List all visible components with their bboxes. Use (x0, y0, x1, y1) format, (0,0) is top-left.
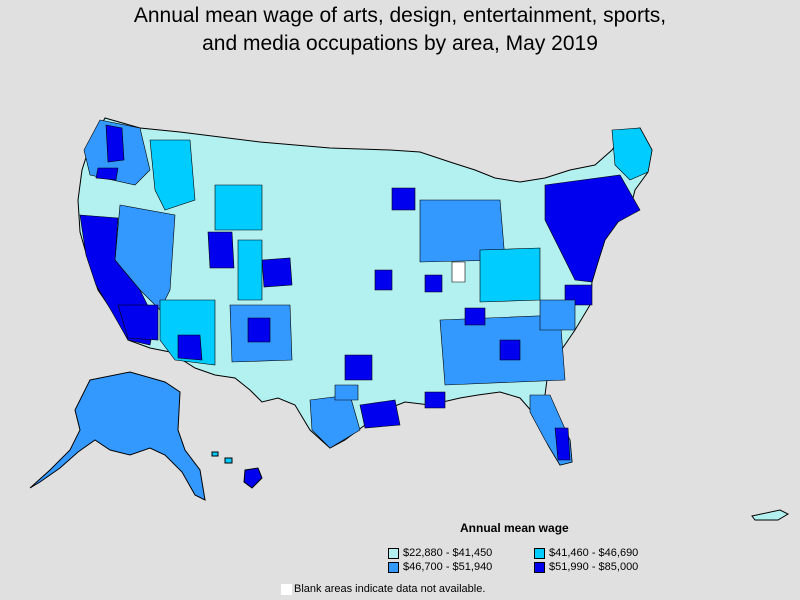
legend-item-4: $51,990 - $85,000 (534, 561, 638, 573)
legend-label-2: $41,460 - $46,690 (549, 547, 639, 559)
region-houston (359, 399, 401, 429)
region-minneapolis (391, 187, 416, 211)
legend-swatch-1 (388, 547, 399, 559)
region-kansas-city (374, 269, 393, 291)
title-line-2: and media occupations by area, May 2019 (202, 32, 598, 55)
region-texas-east (309, 394, 361, 449)
region-colorado-2 (237, 239, 263, 301)
blank-swatch (281, 583, 292, 595)
region-phoenix (177, 334, 203, 361)
region-st-louis (424, 274, 443, 293)
title-line-1: Annual mean wage of arts, design, entert… (133, 4, 667, 27)
legend-label-3: $46,700 - $51,940 (403, 561, 493, 573)
legend-item-1: $22,880 - $41,450 (388, 547, 492, 559)
legend-swatch-3 (388, 561, 399, 573)
region-utah (207, 231, 235, 269)
region-socal (117, 304, 159, 341)
region-colorado (261, 257, 293, 288)
legend-label-4: $51,990 - $85,000 (549, 561, 639, 573)
region-austin (334, 384, 359, 401)
hawaii-small-2 (211, 451, 219, 457)
alaska (29, 371, 206, 501)
legend-item-2: $41,460 - $46,690 (534, 547, 638, 559)
region-no-data (451, 261, 466, 283)
legend-label-1: $22,880 - $41,450 (403, 547, 493, 559)
region-albuquerque (247, 317, 271, 343)
map-title: Annual mean wage of arts, design, entert… (0, 2, 800, 58)
region-miami (554, 427, 571, 461)
legend-swatch-2 (534, 547, 545, 559)
region-idaho (149, 139, 196, 211)
legend-item-3: $46,700 - $51,940 (388, 561, 492, 573)
legend-title: Annual mean wage (460, 521, 569, 535)
region-nashville (464, 307, 486, 326)
region-atlanta (499, 339, 521, 361)
region-dallas (344, 354, 373, 381)
region-northeast (544, 174, 641, 283)
puerto-rico (751, 509, 790, 521)
region-ohio (479, 247, 541, 303)
region-portland (95, 167, 119, 181)
no-data-note: Blank areas indicate data not available. (281, 583, 485, 595)
hawaii (243, 467, 263, 489)
region-new-england (611, 127, 653, 181)
hawaii-small-1 (224, 457, 233, 464)
no-data-note-text: Blank areas indicate data not available. (294, 583, 486, 595)
region-new-orleans (424, 391, 446, 409)
region-seattle (105, 124, 125, 163)
region-virginia (539, 299, 576, 331)
legend-swatch-4 (534, 561, 545, 573)
region-wyoming (214, 184, 263, 231)
